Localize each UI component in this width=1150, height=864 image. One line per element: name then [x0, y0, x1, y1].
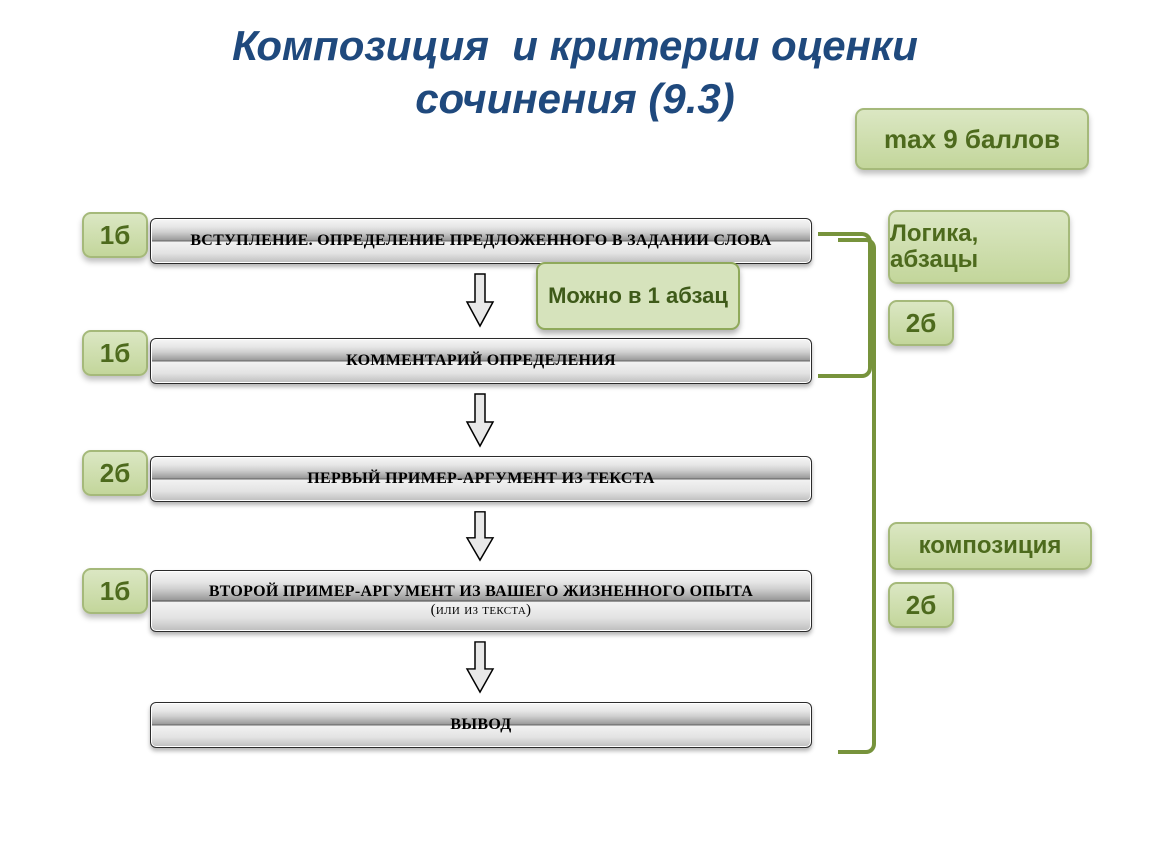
- flow-bar-3-text: Первый пример-аргумент из текста: [297, 470, 664, 488]
- flow-bar-2: Комментарий определения: [150, 338, 812, 384]
- callout-one-paragraph: Можно в 1 абзац: [536, 262, 740, 330]
- left-score-4: 1б: [82, 568, 148, 614]
- arrow-down-icon: [465, 392, 495, 448]
- flow-bar-4-line1: Второй пример-аргумент из вашего жизненн…: [199, 583, 763, 600]
- arrow-3: [465, 510, 495, 562]
- arrow-1: [465, 272, 495, 328]
- flow-bar-3: Первый пример-аргумент из текста: [150, 456, 812, 502]
- right-label-logic: Логика, абзацы: [888, 210, 1070, 284]
- flow-bar-5: Вывод: [150, 702, 812, 748]
- bracket-large: [838, 238, 876, 754]
- left-score-3: 2б: [82, 450, 148, 496]
- arrow-4: [465, 640, 495, 694]
- left-score-2: 1б: [82, 330, 148, 376]
- page-title: Композиция и критерии оценки сочинения (…: [0, 0, 1150, 125]
- arrow-down-icon: [465, 510, 495, 562]
- arrow-down-icon: [465, 272, 495, 328]
- title-line1: Композиция и критерии оценки: [0, 20, 1150, 73]
- right-label-score-1: 2б: [888, 300, 954, 346]
- left-score-1: 1б: [82, 212, 148, 258]
- flow-bar-5-text: Вывод: [440, 716, 521, 734]
- flow-bar-1-text: Вступление. Определение предложенного в …: [180, 232, 781, 250]
- arrow-down-icon: [465, 640, 495, 694]
- right-label-score-2: 2б: [888, 582, 954, 628]
- arrow-2: [465, 392, 495, 448]
- right-label-comp: композиция: [888, 522, 1092, 570]
- flow-bar-1: Вступление. Определение предложенного в …: [150, 218, 812, 264]
- flow-bar-4: Второй пример-аргумент из вашего жизненн…: [150, 570, 812, 632]
- flow-bar-2-text: Комментарий определения: [336, 352, 626, 370]
- flow-bar-4-line2: (или из текста): [421, 602, 542, 618]
- max-score-badge: max 9 баллов: [855, 108, 1089, 170]
